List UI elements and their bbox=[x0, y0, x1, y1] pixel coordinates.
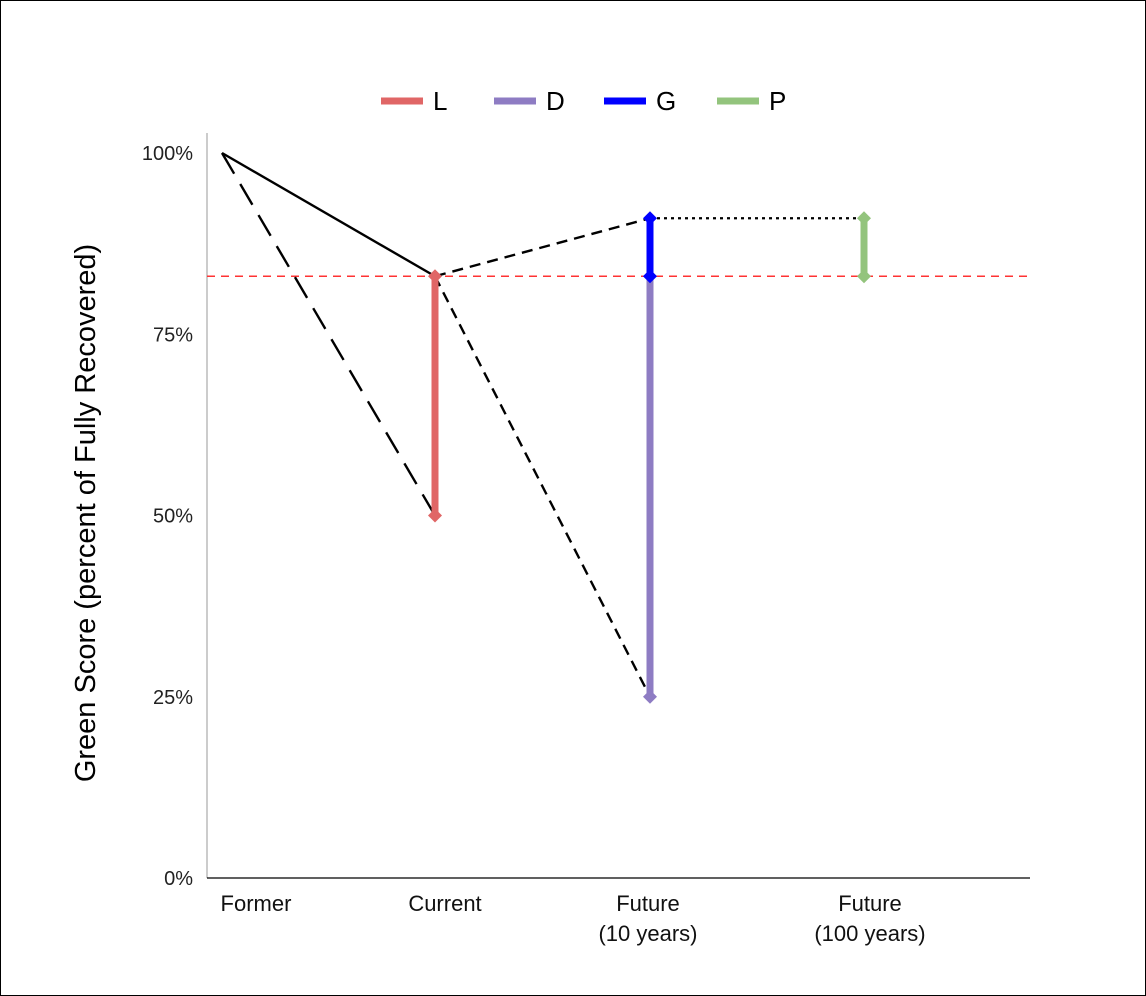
series-marker-G-high bbox=[643, 211, 657, 226]
y-tick-labels: 0% 25% 50% 75% 100% bbox=[142, 143, 193, 890]
legend-label-L: L bbox=[433, 86, 447, 116]
trend-line-dashed-4 bbox=[433, 275, 652, 698]
x-tick-label: Future bbox=[838, 891, 902, 916]
y-tick-label: 50% bbox=[153, 506, 193, 528]
trend-line-dashed-3 bbox=[434, 217, 651, 278]
series-marker-L-low bbox=[428, 508, 442, 523]
x-tick-label: (100 years) bbox=[814, 921, 925, 946]
x-tick-label: Former bbox=[221, 891, 292, 916]
y-tick-label: 25% bbox=[153, 687, 193, 709]
x-tick-label: Future bbox=[616, 891, 680, 916]
series-marker-L-high bbox=[428, 269, 442, 284]
x-tick-labels: Former Current Future (10 years) Future (100 … bbox=[221, 891, 926, 946]
series-marker-P-low bbox=[857, 269, 871, 284]
series-marker-G-low bbox=[643, 269, 657, 284]
y-tick-label: 0% bbox=[164, 868, 193, 890]
trend-line-long-dash-2 bbox=[220, 152, 437, 517]
trend-line-solid-1 bbox=[221, 151, 436, 278]
legend-label-G: G bbox=[656, 86, 676, 116]
series-group bbox=[428, 211, 871, 704]
y-axis-label: Green Score (percent of Fully Recovered) bbox=[70, 244, 102, 782]
y-tick-label: 100% bbox=[142, 143, 193, 165]
x-tick-label: Current bbox=[408, 891, 481, 916]
legend-label-D: D bbox=[546, 86, 565, 116]
series-marker-P-high bbox=[857, 211, 871, 226]
legend-label-P: P bbox=[769, 86, 786, 116]
y-tick-label: 75% bbox=[153, 324, 193, 346]
x-tick-label: (10 years) bbox=[598, 921, 697, 946]
trend-lines bbox=[220, 151, 864, 698]
axes bbox=[206, 133, 1030, 879]
series-marker-D-low bbox=[643, 689, 657, 704]
